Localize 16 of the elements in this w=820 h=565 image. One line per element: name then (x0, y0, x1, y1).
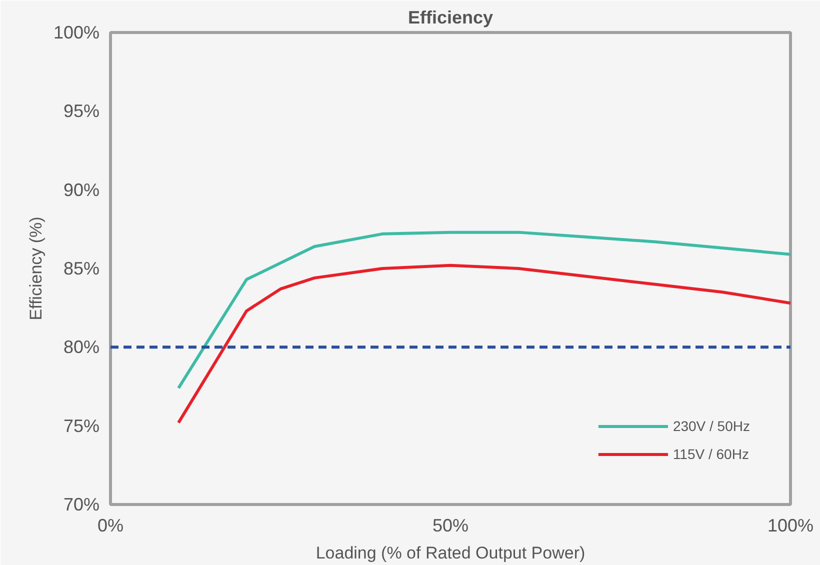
y-tick-label: 75% (63, 416, 100, 436)
y-tick-label: 80% (63, 337, 100, 358)
y-tick-label: 100% (53, 22, 100, 42)
y-tick-label: 85% (63, 258, 100, 278)
x-tick-label: 0% (97, 516, 124, 536)
y-tick-label: 95% (63, 101, 100, 122)
chart-title: Efficiency (408, 8, 494, 28)
x-tick-label: 100% (767, 516, 814, 536)
y-axis-title: Efficiency (%) (26, 216, 46, 320)
y-tick-label: 70% (63, 494, 100, 514)
x-tick-label: 50% (432, 516, 469, 536)
legend-label: 230V / 50Hz (672, 418, 750, 434)
x-axis-title: Loading (% of Rated Output Power) (316, 544, 586, 562)
y-tick-label: 90% (63, 180, 100, 200)
line-series (177, 230, 790, 390)
legend-label: 115V / 60Hz (672, 446, 749, 462)
